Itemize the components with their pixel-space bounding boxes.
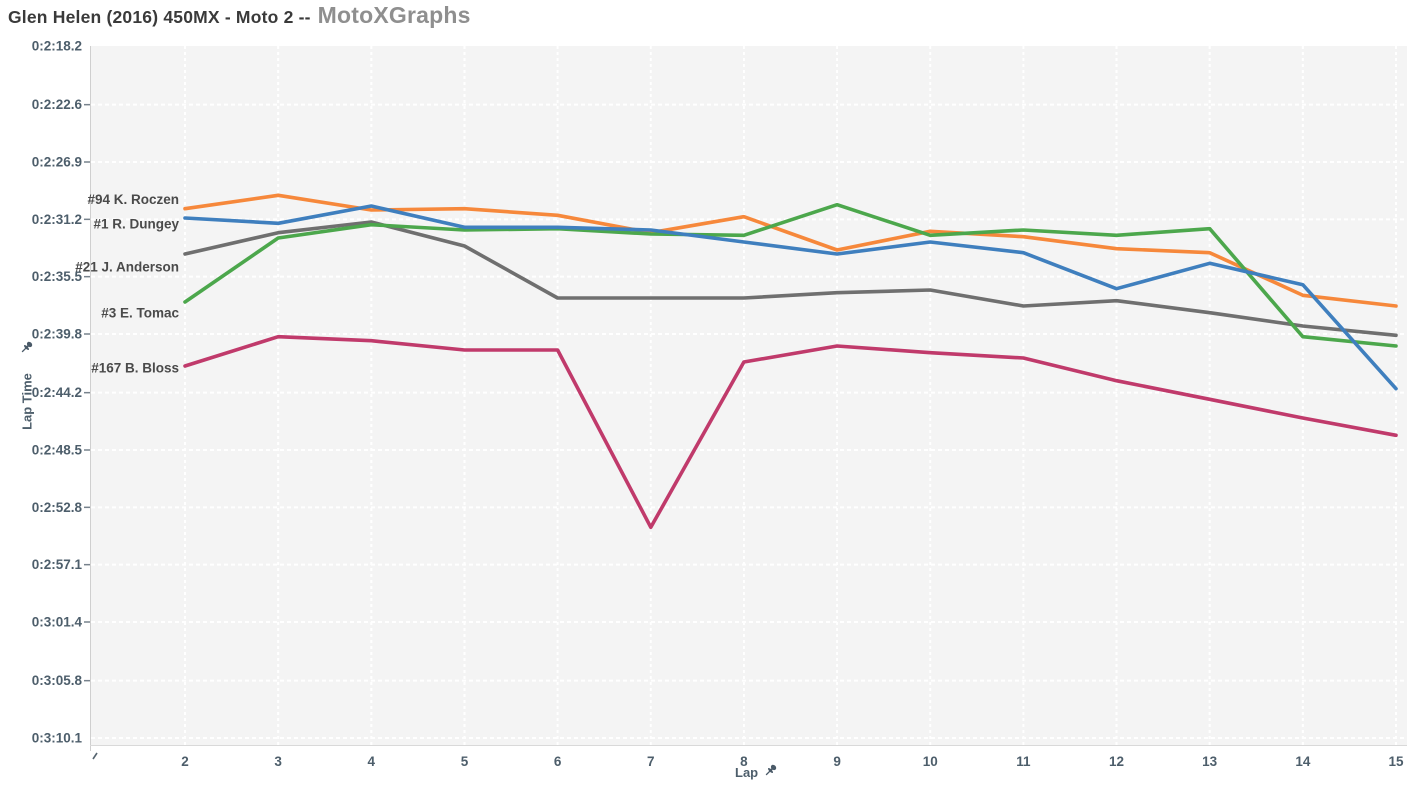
clipped-lap-1-label xyxy=(92,752,98,760)
series-label-roczen: #94 K. Roczen xyxy=(87,192,179,207)
y-tick-label: 0:2:22.6 xyxy=(32,97,83,112)
x-tick-label: 12 xyxy=(1109,754,1124,769)
y-tick-label: 0:2:31.2 xyxy=(32,212,82,227)
race-title: Glen Helen (2016) 450MX - Moto 2 -- xyxy=(8,7,311,27)
x-tick-label: 9 xyxy=(833,754,841,769)
series-label-anderson: #21 J. Anderson xyxy=(75,260,179,275)
series-line-dungey[interactable] xyxy=(183,204,1398,391)
y-axis-pin-icon[interactable] xyxy=(19,340,34,360)
x-tick-label: 8 xyxy=(740,754,748,769)
x-axis-pin-icon[interactable] xyxy=(763,763,778,781)
x-tick-label: 6 xyxy=(554,754,562,769)
x-axis-title-group: Lap xyxy=(735,763,778,781)
series-label-dungey: #1 R. Dungey xyxy=(93,217,179,232)
y-tick-label: 0:3:10.1 xyxy=(32,731,83,746)
x-tick-label: 2 xyxy=(181,754,189,769)
x-tick-label: 15 xyxy=(1388,754,1404,769)
series-label-bloss: #167 B. Bloss xyxy=(91,361,179,376)
x-axis-title: Lap xyxy=(735,764,759,780)
y-tick-label: 0:2:48.5 xyxy=(32,443,83,458)
x-tick-label: 5 xyxy=(461,754,469,769)
y-axis-title: Lap Time xyxy=(19,373,35,430)
series-label-tomac: #3 E. Tomac xyxy=(101,306,179,321)
y-tick-label: 0:2:52.8 xyxy=(32,500,83,515)
chart-title: Glen Helen (2016) 450MX - Moto 2 -- MotoX… xyxy=(8,2,471,29)
y-tick-label: 0:2:44.2 xyxy=(32,385,82,400)
brand-title: MotoXGraphs xyxy=(317,2,471,28)
y-tick-label: 0:2:57.1 xyxy=(32,557,83,572)
y-tick-label: 0:3:01.4 xyxy=(32,615,83,630)
x-tick-label: 11 xyxy=(1016,754,1031,769)
x-tick-label: 10 xyxy=(923,754,938,769)
x-tick-label: 14 xyxy=(1295,754,1311,769)
y-tick-label: 0:3:05.8 xyxy=(32,673,83,688)
x-tick-label: 13 xyxy=(1202,754,1218,769)
x-tick-label: 7 xyxy=(647,754,655,769)
series-line-tomac[interactable] xyxy=(183,202,1398,348)
y-tick-label: 0:2:18.2 xyxy=(32,39,82,54)
y-tick-label: 0:2:35.5 xyxy=(32,269,83,284)
y-tick-label: 0:2:26.9 xyxy=(32,155,82,170)
x-tick-label: 3 xyxy=(274,754,282,769)
y-tick-label: 0:2:39.8 xyxy=(32,327,83,342)
series-line-bloss[interactable] xyxy=(183,334,1398,530)
x-tick-label: 4 xyxy=(368,754,376,769)
